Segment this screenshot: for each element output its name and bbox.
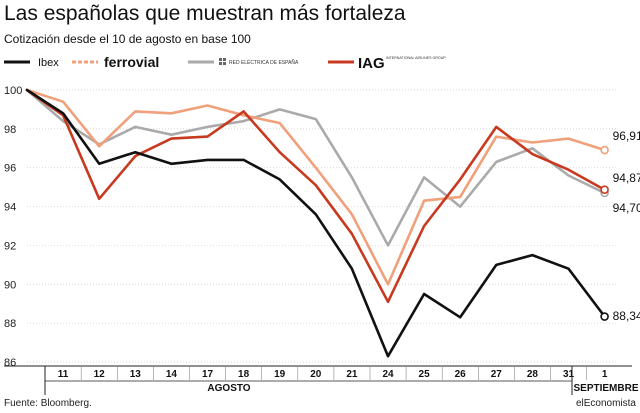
chart-title: Las españolas que muestran más fortaleza xyxy=(4,2,406,25)
y-tick-label-86: 86 xyxy=(4,357,16,369)
chart-subtitle: Cotización desde el 10 de agosto en base… xyxy=(4,32,251,46)
grid xyxy=(27,89,618,363)
ree-logo-icon xyxy=(219,58,226,65)
end-marker-ferrovial xyxy=(600,145,609,155)
x-tick-label-13: 13 xyxy=(130,369,142,380)
end-label-iag: 94,87 xyxy=(613,171,640,185)
x-tick-label-1: 1 xyxy=(602,369,608,380)
x-tick-label-12: 12 xyxy=(94,369,106,380)
legend-ree-logo-text: RED ELÉCTRICA DE ESPAÑA xyxy=(229,59,299,66)
series-line-ibex xyxy=(25,88,606,358)
series-lines xyxy=(25,88,609,358)
series-line-red-eléctrica-de-españa xyxy=(25,88,606,247)
legend-ferrovial-logo: ferrovial xyxy=(104,54,159,70)
x-tick-label-27: 27 xyxy=(491,369,503,380)
legend-iag-logo-small: INTERNATIONAL AIRLINES GROUP xyxy=(386,56,446,60)
legend-ibex-label: Ibex xyxy=(38,57,59,69)
y-tick-label-92: 92 xyxy=(4,240,16,252)
y-tick-label-90: 90 xyxy=(4,279,16,291)
x-tick-label-20: 20 xyxy=(310,369,322,380)
end-label-red-eléctrica-de-españa: 94,70 xyxy=(613,201,640,215)
end-label-ibex: 88,34 xyxy=(613,309,640,323)
end-label-ferrovial: 96,91 xyxy=(613,129,640,143)
y-tick-label-100: 100 xyxy=(4,85,22,97)
series-line-ferrovial xyxy=(25,88,606,286)
x-tick-label-18: 18 xyxy=(238,369,250,380)
x-tick-label-21: 21 xyxy=(346,369,358,380)
y-tick-label-98: 98 xyxy=(4,124,16,136)
legend-iag-logo: IAG xyxy=(358,55,385,72)
y-tick-label-96: 96 xyxy=(4,163,16,175)
y-axis: 86 88 90 92 94 96 98 100 xyxy=(4,85,22,369)
legend: Ibex ferrovial RED ELÉCTRICA DE ESPAÑA I… xyxy=(4,54,446,72)
month-label-septiembre: SEPTIEMBRE xyxy=(573,383,638,394)
end-marker-iag xyxy=(600,185,609,194)
x-tick-label-14: 14 xyxy=(166,369,178,380)
x-tick-label-31: 31 xyxy=(563,369,575,380)
x-tick-label-17: 17 xyxy=(202,369,214,380)
month-label-agosto: AGOSTO xyxy=(207,383,250,394)
x-tick-label-25: 25 xyxy=(419,369,431,380)
end-labels: 96,91 94,87 94,70 88,34 xyxy=(613,129,640,323)
brand-logo: elEconomista xyxy=(575,398,636,409)
y-tick-label-88: 88 xyxy=(4,318,16,330)
x-tick-label-26: 26 xyxy=(455,369,467,380)
series-line-iag xyxy=(25,88,606,304)
x-tick-label-28: 28 xyxy=(527,369,539,380)
y-tick-label-94: 94 xyxy=(4,202,16,214)
end-marker-ibex xyxy=(600,312,609,321)
x-tick-label-24: 24 xyxy=(382,369,394,380)
x-tick-label-19: 19 xyxy=(274,369,286,380)
x-tick-label-11: 11 xyxy=(58,369,69,380)
x-axis: 11 12 13 14 17 18 19 20 21 24 25 26 27 28 31 1 AGOSTO SEP… xyxy=(4,365,639,395)
source-note: Fuente: Bloomberg. xyxy=(4,398,92,409)
